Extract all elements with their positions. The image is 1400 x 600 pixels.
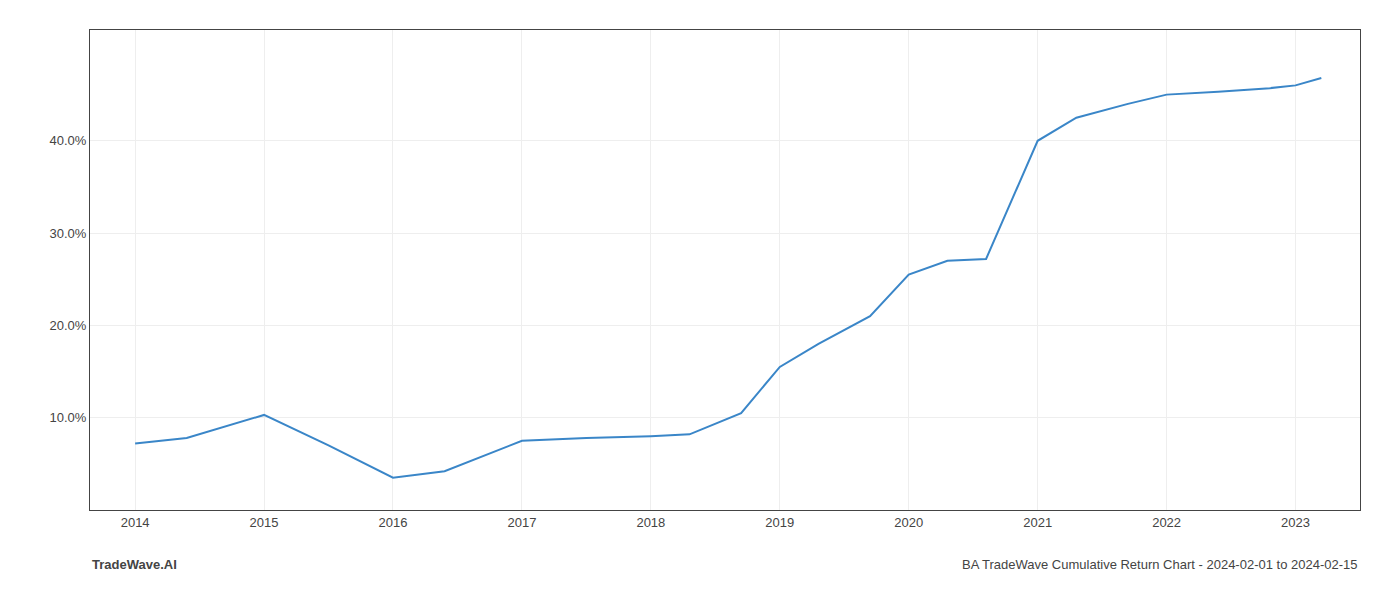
- svg-text:2015: 2015: [250, 515, 279, 530]
- svg-text:30.0%: 30.0%: [50, 226, 87, 241]
- svg-text:2014: 2014: [121, 515, 150, 530]
- svg-text:40.0%: 40.0%: [50, 133, 87, 148]
- svg-text:2021: 2021: [1023, 515, 1052, 530]
- svg-text:10.0%: 10.0%: [50, 410, 87, 425]
- svg-text:2017: 2017: [507, 515, 536, 530]
- svg-text:2016: 2016: [379, 515, 408, 530]
- svg-text:2019: 2019: [765, 515, 794, 530]
- svg-text:BA TradeWave Cumulative Return: BA TradeWave Cumulative Return Chart - 2…: [962, 557, 1358, 572]
- svg-text:TradeWave.AI: TradeWave.AI: [92, 557, 177, 572]
- svg-text:2023: 2023: [1281, 515, 1310, 530]
- svg-text:2020: 2020: [894, 515, 923, 530]
- svg-text:2022: 2022: [1152, 515, 1181, 530]
- svg-text:2018: 2018: [636, 515, 665, 530]
- svg-text:20.0%: 20.0%: [50, 318, 87, 333]
